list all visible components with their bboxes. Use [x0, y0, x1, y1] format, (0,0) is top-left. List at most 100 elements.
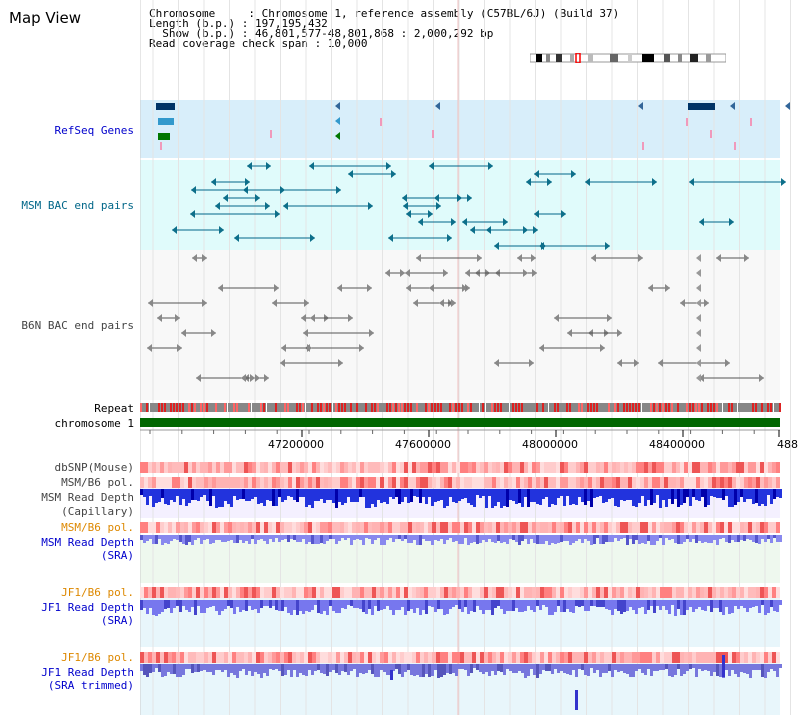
depth-bar [674, 489, 677, 499]
depth-bar [758, 535, 761, 544]
refseq-track[interactable] [156, 102, 790, 150]
depth-bar [305, 489, 308, 507]
bac-end-arrow [567, 329, 572, 337]
pol-cell [744, 652, 748, 663]
bac-end-arrow [388, 234, 393, 242]
repeat-element [350, 403, 352, 412]
pol-cell [412, 652, 416, 663]
dbsnp-cell [564, 462, 568, 473]
bac-end-arrow [255, 194, 260, 202]
depth-bar [497, 600, 500, 606]
repeat-element [518, 403, 520, 412]
dbsnp-cell [516, 462, 520, 473]
depth-tracks[interactable] [140, 489, 782, 710]
depth-bar [665, 535, 668, 538]
depth-bar [155, 489, 158, 503]
pol-cell [740, 522, 744, 533]
depth-bar [446, 535, 449, 540]
repeat-element [653, 403, 655, 412]
track-canvas[interactable] [140, 0, 800, 715]
b6n-bac-track[interactable] [147, 254, 764, 382]
depth-bar [485, 664, 488, 672]
depth-bar [356, 664, 359, 677]
dbsnp-cell [640, 462, 644, 473]
depth-bar [410, 664, 413, 675]
depth-bar [290, 664, 293, 677]
depth-bar [404, 664, 407, 672]
depth-bar [644, 489, 647, 506]
pol-cell [144, 522, 148, 533]
depth-bar [422, 535, 425, 539]
pol-cell [212, 652, 216, 663]
pol-cell [296, 652, 300, 663]
pol-cell [724, 587, 728, 598]
dbsnp-cell [644, 462, 648, 473]
depth-bar [452, 489, 455, 502]
depth-bar [527, 489, 530, 507]
dbsnp-cell [388, 462, 392, 473]
heatmap-tracks[interactable] [140, 462, 780, 663]
repeat-gap [509, 403, 510, 412]
depth-bar [239, 535, 242, 540]
dbsnp-cell [308, 462, 312, 473]
chromosome-ideogram[interactable] [530, 53, 726, 63]
repeat-track[interactable] [140, 403, 781, 412]
depth-bar [341, 664, 344, 671]
chromosome-bar[interactable] [140, 418, 780, 427]
pol-cell [664, 587, 668, 598]
pol-cell [500, 587, 504, 598]
pol-cell [304, 587, 308, 598]
depth-bar [242, 489, 245, 499]
pol-cell [428, 522, 432, 533]
pol-cell [596, 652, 600, 663]
pol-cell [648, 522, 652, 533]
depth-bar [179, 600, 182, 612]
pol-cell [752, 652, 756, 663]
depth-bar [326, 664, 329, 676]
depth-bar [239, 489, 242, 499]
pol-cell [464, 587, 468, 598]
depth-bar [644, 600, 647, 614]
repeat-element [302, 403, 304, 412]
depth-bar [347, 535, 350, 538]
depth-bar [623, 535, 626, 538]
depth-bar [452, 600, 455, 607]
dbsnp-cell [728, 462, 732, 473]
dbsnp-cell [396, 462, 400, 473]
msm-bac-track[interactable] [172, 162, 786, 250]
depth-bar [773, 600, 776, 611]
dbsnp-cell [232, 462, 236, 473]
bac-end-arrow [658, 359, 663, 367]
depth-bar [323, 664, 326, 674]
depth-bar [596, 664, 599, 670]
repeat-element [182, 403, 184, 412]
depth-bar [662, 535, 665, 545]
depth-bar [368, 600, 371, 609]
depth-bar [188, 535, 191, 542]
pol-cell [248, 522, 252, 533]
repeat-element [329, 403, 331, 412]
depth-bar [479, 600, 482, 610]
depth-bar [512, 535, 515, 540]
pol-cell [504, 522, 508, 533]
bac-end-arrow [219, 226, 224, 234]
pol-cell [528, 522, 532, 533]
depth-bar [746, 489, 749, 499]
pol-cell [436, 477, 440, 488]
pol-cell [460, 652, 464, 663]
pol-cell [592, 522, 596, 533]
pol-cell [196, 652, 200, 663]
gene-block [158, 133, 170, 140]
pol-cell [724, 652, 728, 663]
ruler-axis [140, 429, 780, 437]
pol-cell [236, 587, 240, 598]
depth-bar [437, 664, 440, 678]
depth-bar [404, 535, 407, 539]
depth-bar [224, 664, 227, 670]
pol-cell [656, 522, 660, 533]
repeat-element [467, 403, 469, 412]
pol-cell [768, 652, 772, 663]
pol-cell [252, 587, 256, 598]
msm-read-depth-capillary-label: MSM Read Depth [41, 491, 134, 504]
bac-end-arrow [533, 226, 538, 234]
